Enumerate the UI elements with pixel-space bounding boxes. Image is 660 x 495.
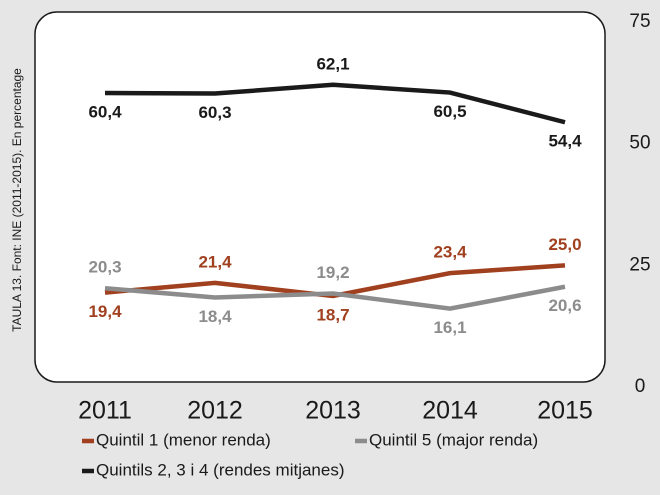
data-label: 19,4 bbox=[88, 302, 122, 321]
data-label: 23,4 bbox=[433, 243, 467, 262]
y-tick-label: 0 bbox=[635, 376, 646, 397]
legend-label: Quintil 1 (menor renda) bbox=[96, 430, 271, 449]
data-label: 18,4 bbox=[198, 307, 232, 326]
data-label: 20,3 bbox=[88, 258, 121, 277]
x-tick-label: 2013 bbox=[305, 397, 361, 425]
note: TAULA 13. Font: INE (2011-2015). En perc… bbox=[10, 68, 24, 332]
data-label: 62,1 bbox=[316, 54, 349, 73]
x-tick-label: 2011 bbox=[78, 397, 132, 425]
legend-label: Quintil 5 (major renda) bbox=[369, 430, 538, 449]
series-line bbox=[104, 284, 566, 311]
series-line bbox=[104, 82, 566, 125]
data-label: 19,2 bbox=[316, 263, 349, 282]
data-label: 25,0 bbox=[548, 235, 581, 254]
x-tick-label: 2015 bbox=[537, 397, 593, 425]
x-tick-label: 2014 bbox=[422, 397, 478, 425]
data-label: 18,7 bbox=[316, 305, 349, 324]
data-label: 20,6 bbox=[548, 296, 581, 315]
data-label: 60,3 bbox=[198, 103, 231, 122]
data-label: 21,4 bbox=[198, 252, 232, 271]
plot-area bbox=[34, 11, 606, 383]
series-line bbox=[104, 263, 566, 299]
y-tick-label: 25 bbox=[629, 254, 650, 275]
data-label: 60,5 bbox=[433, 102, 466, 121]
legend-label: Quintils 2, 3 i 4 (rendes mitjanes) bbox=[96, 460, 345, 479]
data-label: 16,1 bbox=[433, 318, 466, 337]
x-tick-label: 2012 bbox=[187, 397, 243, 425]
y-tick-label: 75 bbox=[629, 11, 650, 32]
y-tick-label: 50 bbox=[629, 133, 650, 154]
data-label: 60,4 bbox=[88, 103, 122, 122]
data-label: 54,4 bbox=[548, 132, 582, 151]
